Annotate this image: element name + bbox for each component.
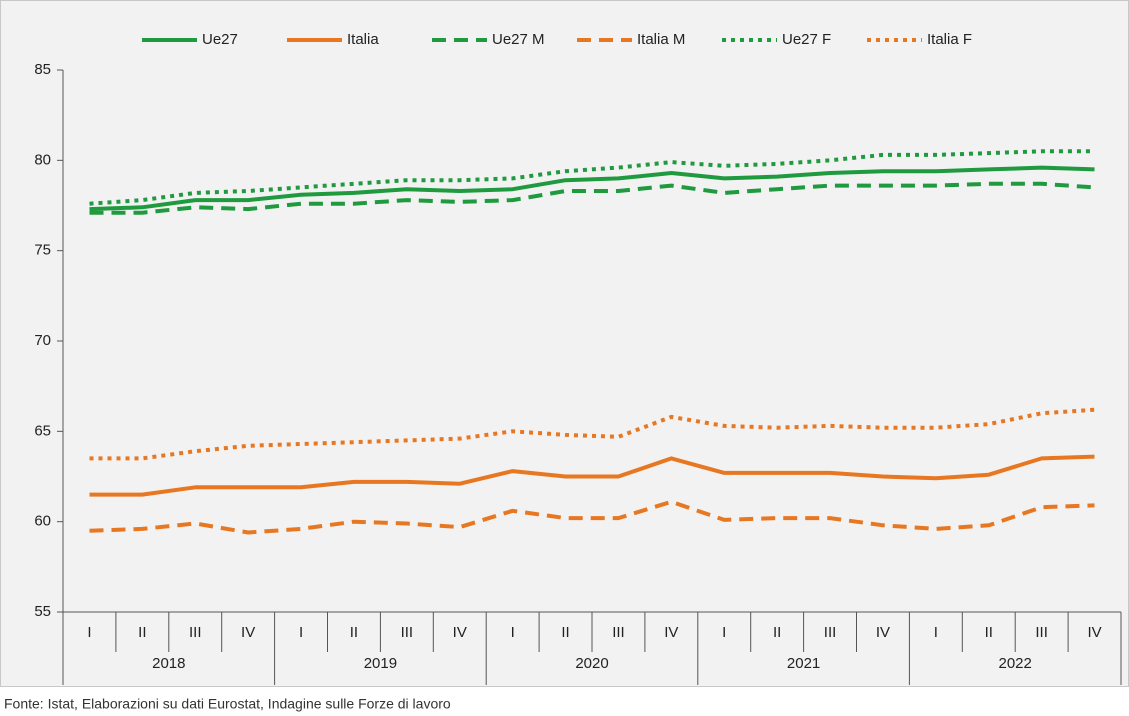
x-tick-label: III — [401, 624, 414, 641]
x-group-label: 2022 — [999, 655, 1032, 672]
source-note: Fonte: Istat, Elaborazioni su dati Euros… — [4, 696, 451, 712]
x-tick-label: I — [87, 624, 91, 641]
x-tick-label: II — [773, 624, 781, 641]
x-tick-label: III — [824, 624, 837, 641]
x-tick-label: I — [511, 624, 515, 641]
x-group-label: 2019 — [364, 655, 397, 672]
legend-label: Ue27 — [202, 31, 238, 48]
x-tick-label: III — [612, 624, 625, 641]
x-tick-label: IV — [1087, 624, 1101, 641]
x-tick-label: IV — [664, 624, 678, 641]
x-tick-label: II — [561, 624, 569, 641]
x-tick-label: II — [138, 624, 146, 641]
x-group-label: 2020 — [575, 655, 608, 672]
legend-label: Italia — [347, 31, 379, 48]
chart-background — [0, 0, 1129, 687]
x-tick-label: I — [934, 624, 938, 641]
x-tick-label: I — [299, 624, 303, 641]
x-tick-label: III — [1035, 624, 1048, 641]
legend-label: Ue27 F — [782, 31, 831, 48]
legend-label: Italia M — [637, 31, 685, 48]
series-line — [89, 499, 1095, 535]
x-tick-label: IV — [453, 624, 467, 641]
y-tick-label: 80 — [34, 151, 51, 168]
legend-label: Italia F — [927, 31, 972, 48]
y-tick-label: 85 — [34, 61, 51, 78]
x-tick-label: I — [722, 624, 726, 641]
series-line — [89, 181, 1095, 215]
x-tick-label: III — [189, 624, 202, 641]
y-tick-label: 65 — [34, 422, 51, 439]
y-tick-label: 70 — [34, 332, 51, 349]
series-line — [89, 165, 1095, 212]
x-tick-label: II — [350, 624, 358, 641]
series-line — [89, 149, 1095, 206]
x-tick-label: IV — [876, 624, 890, 641]
y-tick-label: 75 — [34, 242, 51, 259]
x-group-label: 2018 — [152, 655, 185, 672]
series-line — [89, 454, 1095, 497]
x-tick-label: II — [985, 624, 993, 641]
x-tick-label: IV — [241, 624, 255, 641]
y-tick-label: 55 — [34, 603, 51, 620]
x-group-label: 2021 — [787, 655, 820, 672]
y-tick-label: 60 — [34, 513, 51, 530]
legend-label: Ue27 M — [492, 31, 545, 48]
